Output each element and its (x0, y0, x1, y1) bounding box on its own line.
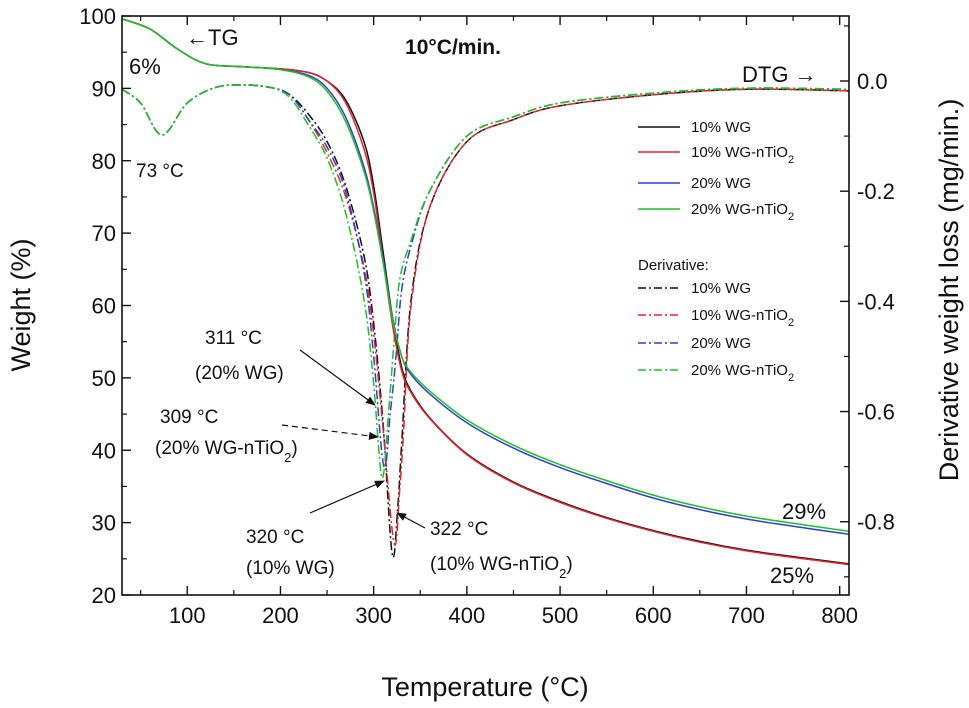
x-tick-label: 700 (728, 603, 765, 628)
legend-label: 10% WG (691, 119, 751, 136)
left-axis-title: Weight (%) (6, 238, 36, 371)
legend-label: 10% WG (691, 280, 751, 297)
y-left-tick-label: 40 (92, 438, 116, 463)
peak-311-label: 311 °C (205, 328, 262, 349)
right-axis-title: Derivative weight loss (mg/min.) (934, 99, 964, 482)
tg-label: ←TG (186, 25, 239, 50)
peak-320-arrow (309, 480, 385, 514)
mass-loss-label: 6% (129, 54, 161, 79)
legend-tg-entry-20-wg-ntio2: 20% WG-nTiO2 (638, 201, 794, 223)
legend-label: 10% WG-nTiO2 (691, 307, 794, 329)
y-right-tick-label: -0.4 (857, 289, 895, 314)
y-right-tick-label: -0.8 (857, 510, 895, 535)
peak-322-label: 322 °C (430, 519, 488, 540)
dtg-line-20-wg (121, 84, 850, 469)
y-left-tick-label: 100 (79, 4, 116, 29)
legend-label: 10% WG-nTiO2 (691, 144, 794, 166)
x-axis-title: Temperature (°C) (381, 672, 588, 702)
x-tick-label: 400 (448, 603, 485, 628)
dtg-line-20-wg-ntio2 (121, 84, 850, 479)
legend-derivative-heading: Derivative: (638, 257, 709, 274)
peak-309-sub-text: (20% WG-nTiO (155, 438, 284, 459)
peak-309-sub: (20% WG-nTiO2) (155, 438, 298, 465)
y-left-tick-label: 60 (92, 294, 116, 319)
chart-title: 10°C/min. (405, 36, 501, 59)
legend-dtg-entry-20-wg: 20% WG (638, 335, 751, 352)
dtg-label: DTG → (742, 62, 817, 87)
y-left-tick-label: 70 (92, 221, 116, 246)
x-axis-ticks: 100 200 300 400 500 600 700 800 (140, 16, 858, 628)
y-left-tick-label: 20 (92, 583, 116, 608)
legend-label: 20% WG (691, 335, 751, 352)
legend-label: 20% WG-nTiO2 (691, 362, 794, 384)
plot-frame (121, 15, 850, 596)
legend-label: 20% WG-nTiO2 (691, 201, 794, 223)
dtg-line-10-wg (121, 84, 850, 559)
x-tick-label: 500 (542, 603, 579, 628)
legend-label: 20% WG (691, 175, 751, 192)
y-left-tick-label: 80 (92, 149, 116, 174)
peak-320-label: 320 °C (246, 527, 304, 548)
peak-309-sub-end: ) (291, 438, 297, 459)
legend-tg-entry-20-wg: 20% WG (638, 175, 751, 192)
y-left-tick-label: 90 (92, 76, 116, 101)
peak-322-arrow (396, 512, 426, 529)
tg-curves (121, 18, 850, 566)
tg-line-20-wg-ntio2 (121, 18, 850, 533)
peak-309-label: 309 °C (160, 407, 218, 428)
peak-311-sub: (20% WG) (195, 363, 284, 384)
y-right-tick-label: -0.6 (857, 400, 895, 425)
y-right-tick-label: 0.0 (857, 69, 888, 94)
residue-29-label: 29% (782, 499, 826, 524)
peak-322-sub: (10% WG-nTiO2) (430, 554, 573, 581)
legend-dtg-entry-10-wg-ntio2: 10% WG-nTiO2 (638, 307, 794, 329)
left-axis-ticks: 20 30 40 50 60 70 80 90 100 (79, 4, 131, 608)
y-left-tick-label: 30 (92, 511, 116, 536)
peak-322-sub-subscript: 2 (559, 566, 566, 581)
right-axis-ticks: 0.0 -0.2 -0.4 -0.6 -0.8 (840, 25, 895, 578)
peak-322-sub-text: (10% WG-nTiO (430, 554, 559, 575)
x-tick-label: 600 (635, 603, 672, 628)
x-tick-label: 100 (169, 603, 206, 628)
legend-tg-entry-10-wg-ntio2: 10% WG-nTiO2 (638, 144, 794, 166)
peak-322-sub-end: ) (566, 554, 572, 575)
peak-311-arrow (299, 349, 376, 406)
legend-tg-entry-10-wg: 10% WG (638, 119, 751, 136)
legend: 10% WG 10% WG-nTiO2 20% WG 20% WG-nTiO2 Der… (638, 119, 794, 384)
peak-320-sub: (10% WG) (246, 558, 335, 579)
peak-309-sub-subscript: 2 (284, 450, 291, 465)
x-tick-label: 200 (262, 603, 299, 628)
y-left-tick-label: 50 (92, 366, 116, 391)
legend-tg-entries: 10% WG 10% WG-nTiO2 20% WG 20% WG-nTiO2 (638, 119, 794, 223)
dtg-line-10-wg-ntio2 (121, 84, 850, 546)
first-peak-label: 73 °C (136, 161, 184, 182)
legend-dtg-entry-20-wg-ntio2: 20% WG-nTiO2 (638, 362, 794, 384)
legend-dtg-entries: 10% WG 10% WG-nTiO2 20% WG 20% WG-nTiO2 (638, 280, 794, 384)
x-tick-label: 300 (355, 603, 392, 628)
peak-309-arrow (281, 424, 379, 440)
x-tick-label: 800 (821, 603, 858, 628)
legend-dtg-entry-10-wg: 10% WG (638, 280, 751, 297)
dtg-curves (121, 84, 850, 559)
y-right-tick-label: -0.2 (857, 179, 895, 204)
residue-25-label: 25% (770, 563, 814, 588)
